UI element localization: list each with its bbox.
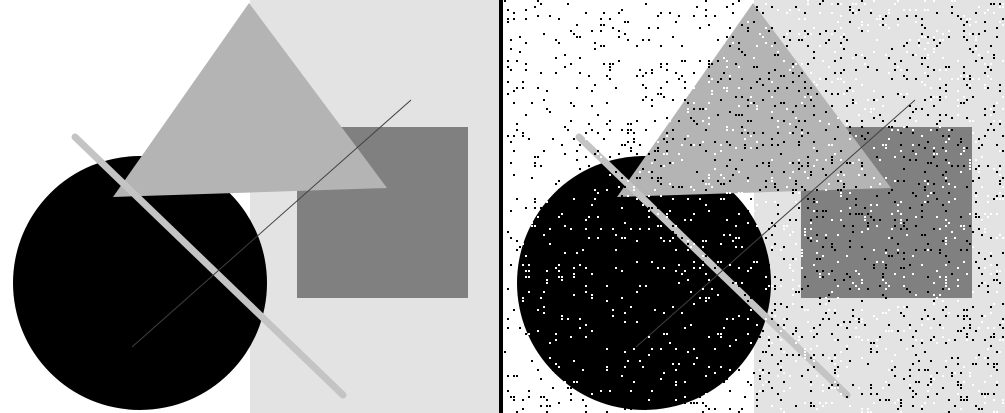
black-circle — [13, 156, 267, 410]
clean-image-panel — [0, 0, 499, 413]
gray-triangle — [113, 3, 387, 197]
panel-divider — [499, 0, 503, 413]
thick-light-line — [71, 133, 347, 399]
thin-dark-line — [131, 99, 412, 348]
noisy-image-panel — [504, 0, 1005, 413]
thick-light-line — [575, 133, 851, 399]
thin-dark-line — [635, 99, 916, 348]
gray-triangle — [617, 3, 891, 197]
